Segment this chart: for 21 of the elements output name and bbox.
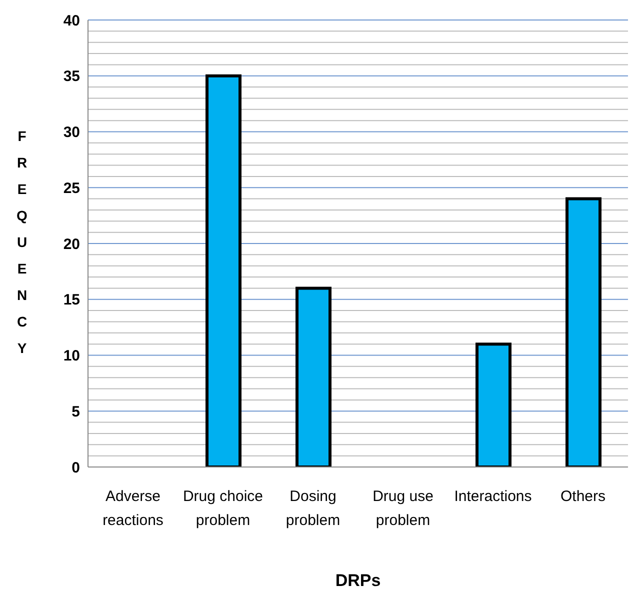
x-tick-label: Dosing problem: [286, 488, 340, 529]
x-tick-label: Interactions: [454, 488, 532, 505]
y-tick-label: 10: [63, 348, 80, 365]
y-tick-label: 20: [63, 236, 80, 253]
y-tick-label: 35: [63, 68, 80, 86]
x-tick-label: Adverse reactions: [102, 488, 164, 529]
y-tick-label: 25: [63, 180, 80, 197]
bar: [296, 286, 332, 467]
x-tick-label: Others: [560, 488, 606, 505]
x-tick-label: Drug use problem: [372, 488, 434, 529]
bar: [476, 342, 512, 467]
bar: [206, 74, 242, 467]
y-tick-label: 5: [72, 403, 80, 420]
x-axis-title: DRPs: [335, 571, 381, 590]
bar: [566, 197, 602, 467]
text: FREQUENCY: [16, 128, 28, 356]
y-tick-label: 40: [63, 12, 80, 30]
y-tick-label: 30: [63, 124, 80, 142]
y-tick-label: 0: [72, 459, 80, 476]
x-tick-label: Drug choice problem: [182, 488, 264, 529]
y-tick-label: 15: [63, 292, 80, 309]
